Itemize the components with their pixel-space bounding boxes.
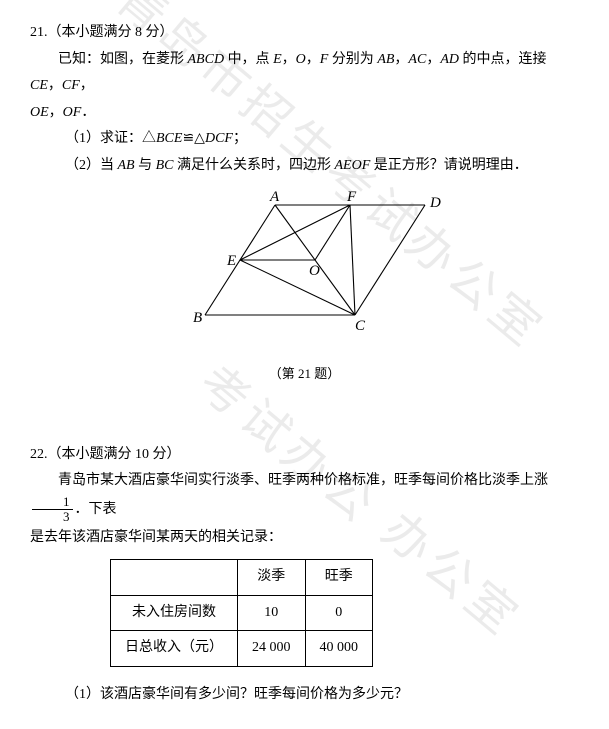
text: ， [48, 78, 62, 93]
svg-text:A: A [269, 190, 280, 205]
p21-given-2: OE，OF． [30, 100, 579, 127]
cell-blank [111, 560, 238, 596]
table-row: 淡季 旺季 [111, 560, 373, 596]
var-bc: BC [156, 158, 174, 173]
cell-high-header: 旺季 [305, 560, 373, 596]
p21-given: 已知：如图，在菱形 ABCD 中，点 E，O，F 分别为 AB，AC，AD 的中… [30, 47, 579, 100]
text: ； [233, 131, 247, 146]
fraction-num: 1 [32, 495, 73, 510]
text: 的中点，连接 [459, 52, 547, 67]
congruent-symbol: ≌△ [182, 131, 205, 146]
cell-r2-low: 24 000 [238, 631, 306, 667]
p22-q1: （1）该酒店豪华间有多少间？旺季每间价格为多少元？ [30, 682, 579, 709]
cell-r1-high: 0 [305, 595, 373, 631]
text: 青岛市某大酒店豪华间实行淡季、旺季两种价格标准，旺季每间价格比淡季上涨 [58, 473, 548, 488]
fraction: 13 [32, 495, 73, 525]
text: 中，点 [224, 52, 273, 67]
text: ， [394, 52, 408, 67]
var-ce: CE [30, 78, 48, 93]
var-aeof: AEOF [335, 158, 371, 173]
p21-q2: （2）当 AB 与 BC 满足什么关系时，四边形 AEOF 是正方形？请说明理由… [30, 153, 579, 180]
fraction-den: 3 [32, 510, 73, 524]
p21-figure-caption: （第 21 题） [30, 362, 579, 387]
svg-text:E: E [226, 253, 236, 269]
p22-line2: 是去年该酒店豪华间某两天的相关记录： [30, 525, 579, 552]
text: ， [426, 52, 440, 67]
text: 是正方形？请说明理由． [370, 158, 528, 173]
text: （1）求证：△ [65, 131, 156, 146]
var-ad: AD [440, 52, 459, 67]
text: 与 [135, 158, 156, 173]
cell-r2-label: 日总收入（元） [111, 631, 238, 667]
text: ．下表 [75, 502, 117, 517]
cell-r1-label: 未入住房间数 [111, 595, 238, 631]
p21-header: 21.（本小题满分 8 分） [30, 20, 579, 47]
cell-r1-low: 10 [238, 595, 306, 631]
cell-low-header: 淡季 [238, 560, 306, 596]
text: ， [306, 52, 320, 67]
text: ． [81, 105, 95, 120]
var-ab2: AB [118, 158, 135, 173]
text: 已知：如图，在菱形 [58, 52, 188, 67]
var-bce: BCE [156, 131, 182, 146]
text: ， [49, 105, 63, 120]
p22-line1: 青岛市某大酒店豪华间实行淡季、旺季两种价格标准，旺季每间价格比淡季上涨 13．下… [30, 468, 579, 524]
p21-figure: A B C D E F O [165, 190, 445, 350]
var-of: OF [63, 105, 82, 120]
table-row: 未入住房间数 10 0 [111, 595, 373, 631]
text: 分别为 [328, 52, 377, 67]
text: 满足什么关系时，四边形 [174, 158, 335, 173]
svg-text:F: F [346, 190, 357, 205]
p21-figure-wrap: A B C D E F O （第 21 题） [30, 190, 579, 387]
var-ab: AB [377, 52, 394, 67]
var-dcf: DCF [205, 131, 233, 146]
var-abcd: ABCD [188, 52, 225, 67]
p22-table: 淡季 旺季 未入住房间数 10 0 日总收入（元） 24 000 40 000 [110, 559, 373, 667]
var-e: E [273, 52, 282, 67]
svg-text:O: O [309, 263, 320, 279]
p21-q1: （1）求证：△BCE≌△DCF； [30, 126, 579, 153]
var-ac: AC [408, 52, 426, 67]
svg-text:B: B [193, 310, 202, 326]
text: ， [282, 52, 296, 67]
p22-header: 22.（本小题满分 10 分） [30, 442, 579, 469]
var-cf: CF [62, 78, 80, 93]
svg-text:D: D [429, 195, 441, 211]
text: ， [80, 78, 94, 93]
var-oe: OE [30, 105, 49, 120]
table-row: 日总收入（元） 24 000 40 000 [111, 631, 373, 667]
var-o: O [296, 52, 306, 67]
cell-r2-high: 40 000 [305, 631, 373, 667]
svg-text:C: C [355, 318, 366, 334]
text: （2）当 [65, 158, 118, 173]
